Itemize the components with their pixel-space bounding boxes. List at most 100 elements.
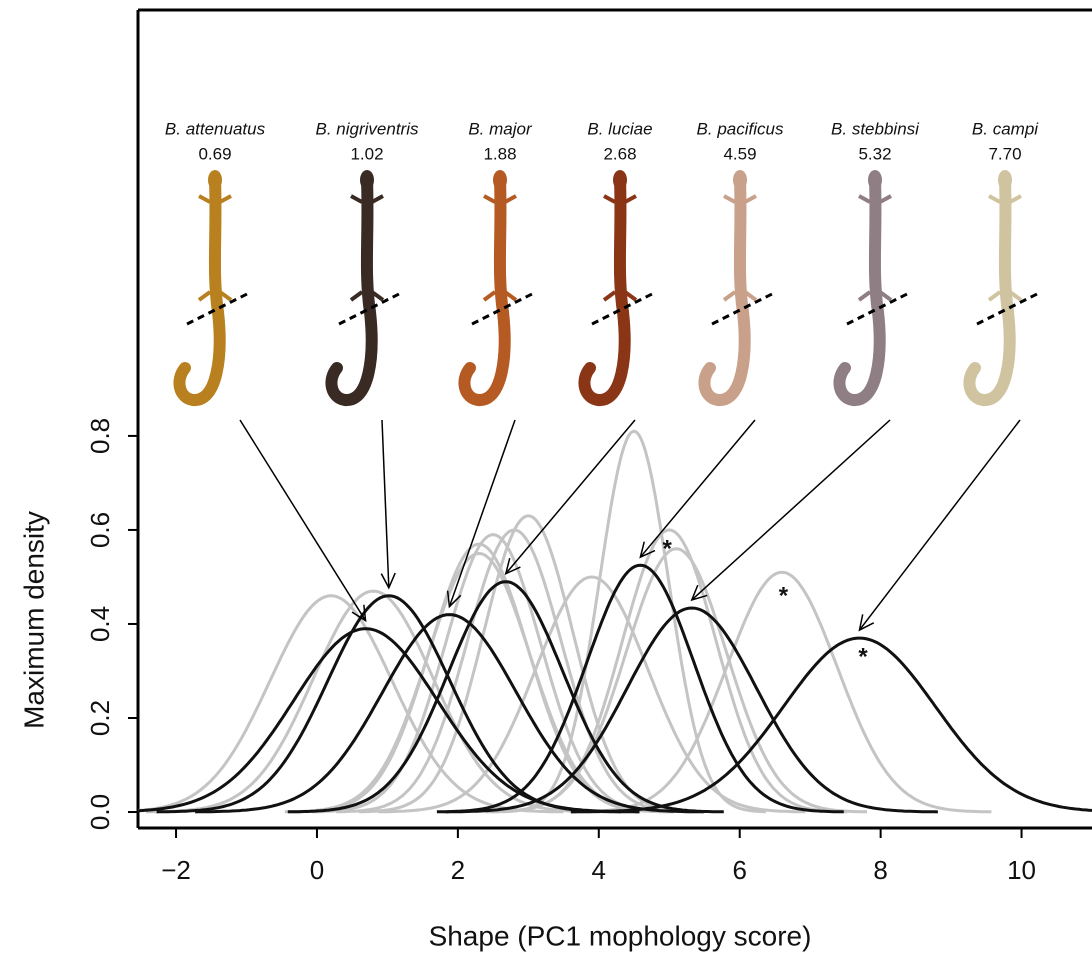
leg	[722, 290, 737, 302]
arrow	[381, 419, 390, 588]
head	[208, 170, 222, 190]
leg	[987, 290, 1002, 302]
density-curve	[436, 563, 844, 814]
x-axis-title: Shape (PC1 mophology score)	[429, 920, 812, 951]
x-tick-label: 2	[451, 855, 465, 885]
leg	[988, 194, 1001, 204]
body	[173, 174, 226, 406]
salamander-illustration	[698, 170, 777, 406]
arrow	[239, 419, 367, 622]
leg	[483, 194, 496, 204]
salamander-illustration	[325, 170, 404, 406]
arrow-head	[639, 541, 656, 559]
x-tick-label: −2	[161, 855, 191, 885]
annotation: *	[779, 582, 789, 609]
x-tick-label: 6	[732, 855, 746, 885]
leg	[857, 290, 872, 302]
leg	[603, 194, 616, 204]
arrow-head	[351, 604, 367, 623]
species-name: B. nigriventris	[316, 119, 419, 138]
arrow	[858, 419, 1021, 631]
salamander-illustration	[963, 170, 1042, 406]
x-tick-label: 4	[592, 855, 606, 885]
leg	[349, 290, 364, 302]
species-score: 1.88	[483, 144, 516, 163]
density-curve	[358, 514, 698, 814]
density-curve	[491, 528, 848, 814]
arrow	[448, 419, 516, 607]
salamander-illustration	[173, 170, 252, 406]
arrow	[505, 419, 636, 575]
arrow	[691, 419, 891, 601]
species-score: 7.70	[988, 144, 1021, 163]
body	[458, 174, 511, 406]
leg	[371, 194, 384, 204]
leg	[858, 194, 871, 204]
salamander-illustration	[458, 170, 537, 406]
x-tick-label: 0	[310, 855, 324, 885]
species-score: 4.59	[723, 144, 756, 163]
leg	[197, 290, 212, 302]
density-curve	[291, 542, 667, 814]
y-tick-label: 0.4	[85, 606, 115, 642]
arrow	[639, 419, 756, 558]
body	[698, 174, 751, 406]
salamander-illustration	[833, 170, 912, 406]
arrow-head	[690, 584, 708, 602]
leg	[198, 194, 211, 204]
density-curve	[570, 636, 1092, 814]
leg	[482, 290, 497, 302]
leg	[1009, 194, 1022, 204]
density-curve	[445, 606, 938, 814]
y-tick-label: 0.8	[85, 418, 115, 454]
body	[578, 174, 631, 406]
species-name: B. stebbinsi	[831, 119, 920, 138]
leg	[219, 194, 232, 204]
head	[613, 170, 627, 190]
arrow-head	[380, 572, 396, 590]
species-name: B. pacificus	[697, 119, 784, 138]
annotation: *	[662, 535, 672, 562]
leg	[504, 194, 517, 204]
species-name: B. campi	[972, 119, 1039, 138]
leg	[744, 194, 757, 204]
species-score: 5.32	[858, 144, 891, 163]
y-tick-label: 0.0	[85, 794, 115, 830]
density-curve	[156, 594, 622, 814]
body	[325, 174, 378, 406]
arrow-head	[858, 614, 875, 632]
leg	[602, 290, 617, 302]
species-score: 0.69	[198, 144, 231, 163]
density-curve	[572, 570, 992, 814]
density-curve	[146, 589, 601, 814]
body	[833, 174, 886, 406]
arrow-head	[446, 590, 462, 609]
species-name: B. attenuatus	[165, 119, 266, 138]
species-score: 1.02	[350, 144, 383, 163]
head	[493, 170, 507, 190]
annotation: *	[858, 644, 868, 671]
x-tick-label: 10	[1007, 855, 1036, 885]
species-name: B. luciae	[587, 119, 652, 138]
salamander-illustration	[578, 170, 657, 406]
head	[360, 170, 374, 190]
density-curve	[485, 547, 867, 814]
density-curve	[287, 580, 724, 814]
x-tick-label: 8	[873, 855, 887, 885]
y-axis-title: Maximum density	[18, 511, 49, 729]
leg	[624, 194, 637, 204]
head	[733, 170, 747, 190]
leg	[723, 194, 736, 204]
y-tick-label: 0.6	[85, 512, 115, 548]
head	[868, 170, 882, 190]
density-curve	[195, 613, 704, 814]
body	[963, 174, 1016, 406]
density-curve	[336, 528, 693, 814]
density-curve	[378, 575, 806, 814]
arrow-head	[504, 557, 521, 575]
y-tick-label: 0.2	[85, 700, 115, 736]
leg	[879, 194, 892, 204]
leg	[350, 194, 363, 204]
species-name: B. major	[468, 119, 533, 138]
